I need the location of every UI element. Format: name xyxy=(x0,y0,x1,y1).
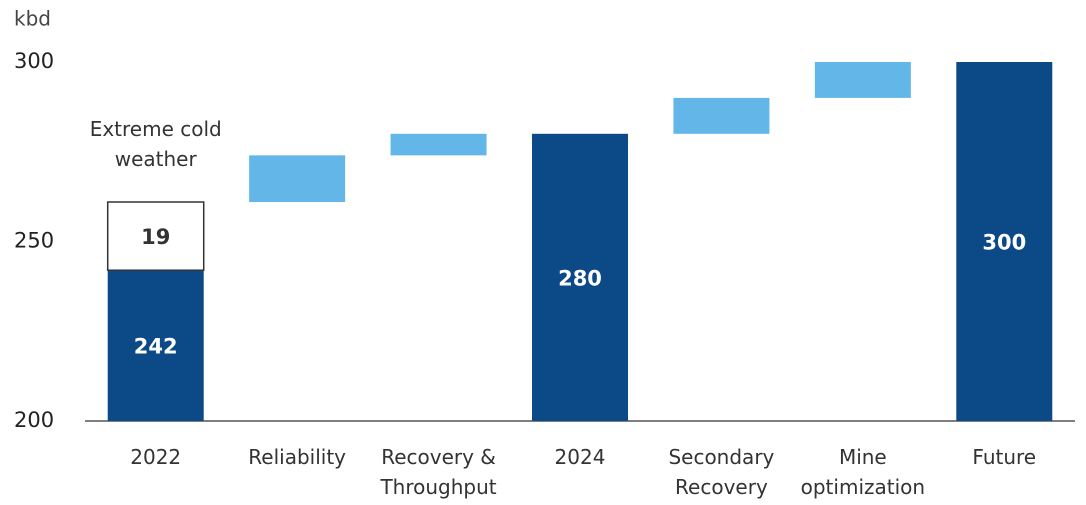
y-tick-label: 250 xyxy=(14,229,54,253)
bar xyxy=(390,133,487,156)
data-label: 300 xyxy=(982,231,1026,255)
x-tick-label: 2022 xyxy=(130,445,182,469)
x-tick-label: Recovery & Throughput xyxy=(380,445,497,499)
x-tick-label: Future xyxy=(972,445,1037,469)
bar xyxy=(956,62,1053,421)
x-tick-label: Secondary Recovery xyxy=(668,445,775,499)
bar xyxy=(106,201,205,271)
x-tick-label: Mine optimization xyxy=(800,445,926,499)
x-tick-label: 2024 xyxy=(554,445,606,469)
bar xyxy=(249,155,346,203)
data-label: 280 xyxy=(558,266,602,290)
data-label: 242 xyxy=(134,335,178,359)
y-tick-label: 200 xyxy=(14,408,54,432)
y-tick-label: 300 xyxy=(14,49,54,73)
y-axis-label: kbd xyxy=(14,7,51,31)
bar xyxy=(673,97,770,134)
data-label: 19 xyxy=(141,225,170,249)
annotation: Extreme cold weather xyxy=(89,117,222,171)
bar xyxy=(107,270,204,421)
bar xyxy=(532,133,628,422)
x-tick-label: Reliability xyxy=(248,445,346,469)
bar xyxy=(814,62,911,98)
